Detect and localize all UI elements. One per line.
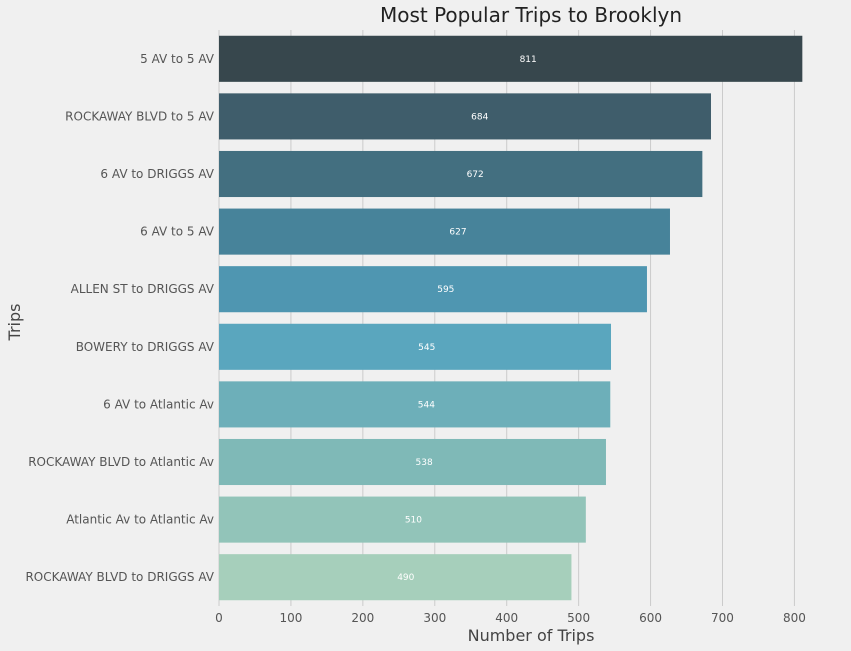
y-tick-label: 6 AV to Atlantic Av	[103, 397, 214, 411]
bar-value-label: 490	[397, 573, 414, 583]
bar	[219, 93, 711, 140]
bar-value-label: 811	[520, 55, 537, 65]
x-axis-label: Number of Trips	[468, 626, 595, 645]
y-tick-label: ROCKAWAY BLVD to Atlantic Av	[28, 455, 214, 469]
x-tick-label: 700	[711, 611, 734, 625]
x-tick-label: 500	[567, 611, 590, 625]
bar	[219, 323, 612, 370]
y-axis-label: Trips	[5, 304, 24, 342]
y-tick-labels: 5 AV to 5 AV ROCKAWAY BLVD to 5 AV 6 AV to…	[25, 52, 214, 584]
bar-value-label: 510	[405, 516, 422, 526]
x-tick-label: 0	[215, 611, 223, 625]
x-tick-label: 100	[279, 611, 302, 625]
bar-value-label: 544	[418, 400, 435, 410]
y-tick-label: BOWERY to DRIGGS AV	[76, 340, 215, 354]
bar-value-label: 684	[471, 112, 488, 122]
y-tick-label: 6 AV to 5 AV	[140, 225, 215, 239]
x-tick-label: 800	[783, 611, 806, 625]
bar	[219, 381, 611, 428]
bar	[219, 496, 586, 543]
y-tick-label: ROCKAWAY BLVD to 5 AV	[65, 109, 215, 123]
bar-value-label: 627	[449, 228, 466, 238]
bar-value-label: 545	[418, 343, 435, 353]
bar-value-label: 538	[416, 458, 433, 468]
bar	[219, 266, 647, 313]
bar	[219, 554, 572, 601]
bar	[219, 35, 803, 82]
chart-title: Most Popular Trips to Brooklyn	[380, 3, 682, 27]
y-tick-label: 5 AV to 5 AV	[140, 52, 215, 66]
x-tick-label: 600	[639, 611, 662, 625]
bars	[219, 35, 803, 601]
x-tick-labels: 0 100 200 300 400 500 600 700 800	[215, 611, 806, 625]
y-tick-label: ALLEN ST to DRIGGS AV	[71, 282, 215, 296]
bar-value-labels: 811 684 672 627 595 545 544 538 510 490	[397, 55, 537, 583]
bar	[219, 150, 703, 198]
bar-value-label: 672	[467, 170, 484, 180]
y-tick-label: ROCKAWAY BLVD to DRIGGS AV	[25, 570, 214, 584]
bar-value-label: 595	[437, 285, 454, 295]
x-tick-label: 200	[351, 611, 374, 625]
x-tick-label: 400	[495, 611, 518, 625]
y-tick-label: 6 AV to DRIGGS AV	[100, 167, 214, 181]
bar	[219, 208, 670, 255]
y-tick-label: Atlantic Av to Atlantic Av	[66, 513, 214, 527]
x-tick-label: 300	[423, 611, 446, 625]
bar	[219, 438, 606, 486]
